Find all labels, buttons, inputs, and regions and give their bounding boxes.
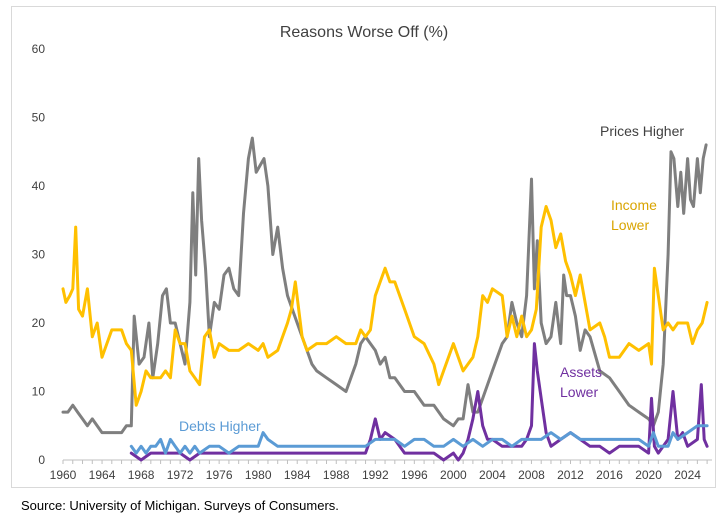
series-lines (61, 136, 709, 462)
x-tick-label: 1976 (206, 468, 233, 482)
x-tick-label: 1972 (167, 468, 194, 482)
series-label-debts-higher: Debts Higher (179, 418, 261, 434)
x-tick-label: 2000 (440, 468, 467, 482)
y-tick-label: 50 (32, 111, 46, 125)
x-tick-label: 2024 (674, 468, 701, 482)
x-axis: 1960 1964 1968 1972 1976 1980 1984 1988 1992 1996… (50, 459, 712, 482)
y-axis: 0 10 20 30 40 50 60 (32, 42, 46, 467)
series-label-prices-higher: Prices Higher (600, 123, 684, 139)
source-note: Source: University of Michigan. Surveys … (21, 498, 339, 513)
x-tick-label: 1980 (245, 468, 272, 482)
y-tick-label: 20 (32, 316, 46, 330)
series-line-assets-lower (129, 342, 709, 462)
x-tick-label: 1996 (401, 468, 428, 482)
x-tick-label: 1992 (362, 468, 389, 482)
x-tick-label: 2008 (518, 468, 545, 482)
y-tick-label: 40 (32, 179, 46, 193)
x-tick-label: 1964 (89, 468, 116, 482)
chart-frame: Reasons Worse Off (%) 0 10 20 30 40 50 60 1960… (11, 6, 716, 488)
chart-title: Reasons Worse Off (%) (280, 24, 448, 41)
x-tick-label: 1984 (284, 468, 311, 482)
series-line-debts-higher (129, 424, 709, 455)
series-label-assets-lower: Lower (560, 384, 598, 400)
x-tick-label: 1960 (50, 468, 77, 482)
series-line-prices-higher (61, 136, 708, 435)
series-labels: Prices Higher Income Lower Assets Lower Debts… (179, 123, 684, 434)
chart-svg: Reasons Worse Off (%) 0 10 20 30 40 50 60 1960… (32, 24, 712, 482)
y-tick-label: 30 (32, 248, 46, 262)
series-line-income-lower (61, 205, 709, 407)
x-tick-label: 2012 (557, 468, 584, 482)
series-label-assets-lower: Assets (560, 364, 602, 380)
x-tick-label: 1988 (323, 468, 350, 482)
y-tick-label: 0 (38, 453, 45, 467)
series-label-income-lower: Lower (611, 217, 649, 233)
series-label-income-lower: Income (611, 197, 657, 213)
x-tick-label: 1968 (128, 468, 155, 482)
x-tick-label: 2020 (635, 468, 662, 482)
x-tick-label: 2016 (596, 468, 623, 482)
y-tick-label: 60 (32, 42, 46, 56)
y-tick-label: 10 (32, 385, 46, 399)
x-tick-label: 2004 (479, 468, 506, 482)
